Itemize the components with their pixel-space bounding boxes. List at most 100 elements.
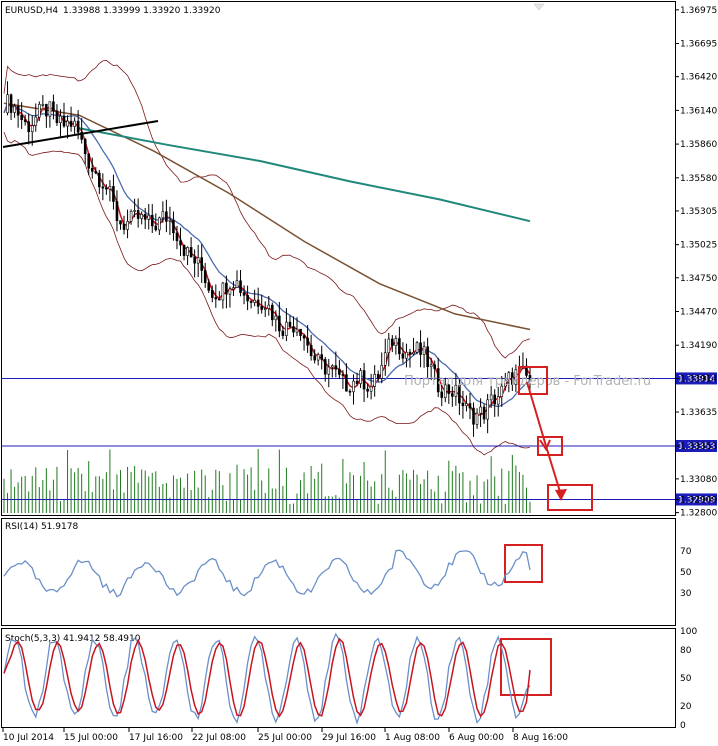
time-tick-label: 17 Jul 16:00 (129, 733, 183, 743)
candle-body (13, 105, 16, 113)
stoch-tick-label: 80 (680, 646, 692, 656)
stochastic-indicator (3, 632, 531, 726)
candle-body (295, 328, 299, 333)
price-tick-label: 1.34190 (680, 341, 717, 351)
stoch-tick-label: 100 (680, 627, 697, 637)
candle-body (239, 280, 242, 293)
price-tick-label: 1.36420 (680, 73, 717, 83)
candle-body (309, 344, 313, 357)
time-tick-label: 8 Aug 16:00 (513, 733, 568, 743)
candle-body (87, 153, 91, 169)
stoch-main-line (3, 632, 531, 726)
price-tick-label: 1.35025 (680, 241, 717, 251)
candle-body (451, 393, 454, 397)
candle-body (105, 187, 108, 190)
candle-body (394, 338, 398, 346)
candle-body (447, 384, 451, 394)
annotation-box-rsi[interactable] (504, 544, 543, 583)
candle-body (302, 335, 306, 339)
level-price-label: 1.33914 (678, 374, 715, 384)
candle-body (436, 368, 440, 393)
candle-body (38, 104, 41, 118)
candle-body (285, 321, 288, 336)
candle-body (186, 247, 189, 256)
candle-body (465, 403, 468, 407)
candle-body (122, 223, 126, 230)
candle-body (528, 375, 532, 382)
candle-body (475, 412, 479, 425)
candle-body (486, 399, 489, 420)
candle-body (62, 115, 66, 127)
projection-arrow-line (526, 381, 562, 496)
volume-bars (3, 449, 531, 513)
stoch-tick-label: 50 (680, 674, 692, 684)
candle-body (458, 384, 461, 404)
price-tick-label: 1.36695 (680, 40, 717, 50)
candle-body (59, 115, 62, 124)
candle-body (355, 380, 359, 384)
candle-body (306, 337, 309, 346)
rsi-panel-frame (1, 518, 676, 626)
candle-body (507, 372, 511, 381)
ma-long-line (79, 127, 531, 223)
symbol-label: EURUSD,H4 (5, 6, 58, 16)
candle-body (165, 211, 168, 222)
moving-averages (3, 102, 531, 416)
candle-body (422, 346, 426, 355)
candle-body (401, 353, 405, 359)
candle-body (69, 120, 73, 127)
price-tick-label: 1.34750 (680, 274, 717, 284)
candle-body (101, 186, 105, 189)
scroll-down-icon[interactable] (533, 3, 545, 11)
level-price-tag (676, 439, 717, 452)
candle-body (200, 257, 203, 271)
stoch-panel-frame (1, 628, 676, 728)
trend-line[interactable] (2, 120, 159, 148)
candle-body (108, 186, 112, 190)
annotation-box-1[interactable] (518, 366, 548, 395)
horizontal-levels: 1.33914 1.33353 1.32909 (2, 372, 717, 506)
candle-body (235, 280, 239, 288)
candle-body (16, 105, 20, 116)
annotation-box-2[interactable] (537, 436, 563, 456)
candle-body (380, 364, 384, 379)
candle-body (443, 384, 447, 398)
candle-body (299, 328, 302, 336)
price-tick-label: 1.34470 (680, 307, 717, 317)
candle-body (415, 342, 419, 353)
candle-body (489, 394, 493, 401)
time-tick-label: 6 Aug 00:00 (449, 733, 504, 743)
rsi-tick-label: 30 (680, 589, 692, 599)
bollinger-lower (3, 131, 531, 456)
candle-body (214, 297, 218, 300)
candle-body (334, 365, 338, 370)
candle-body (366, 388, 369, 392)
level-price-tag (676, 493, 717, 506)
projection-arrow-head (555, 489, 567, 501)
candle-body (119, 220, 122, 225)
annotations[interactable] (500, 366, 593, 696)
annotation-box-stoch[interactable] (500, 638, 552, 696)
time-tick-label: 10 Jul 2014 (3, 733, 54, 743)
stoch-tick-label: 20 (680, 702, 692, 712)
candle-body (345, 374, 348, 392)
candle-body (225, 282, 228, 295)
candle-body (34, 116, 38, 126)
annotation-box-3[interactable] (547, 484, 593, 511)
candle-body (196, 257, 200, 264)
candle-body (136, 210, 140, 219)
candle-body (20, 114, 23, 120)
candle-body (362, 370, 366, 390)
candle-body (253, 299, 256, 303)
price-tick-label: 1.35305 (680, 207, 717, 217)
candle-body (359, 370, 362, 384)
candle-body (115, 201, 119, 221)
candle-body (249, 300, 253, 303)
candle-body (41, 104, 45, 106)
time-tick-label: 15 Jul 00:00 (64, 733, 118, 743)
candle-body (98, 172, 101, 188)
candle-body (218, 298, 221, 301)
candle-body (320, 354, 324, 360)
candle-body (161, 211, 165, 219)
candle-body (23, 119, 27, 122)
